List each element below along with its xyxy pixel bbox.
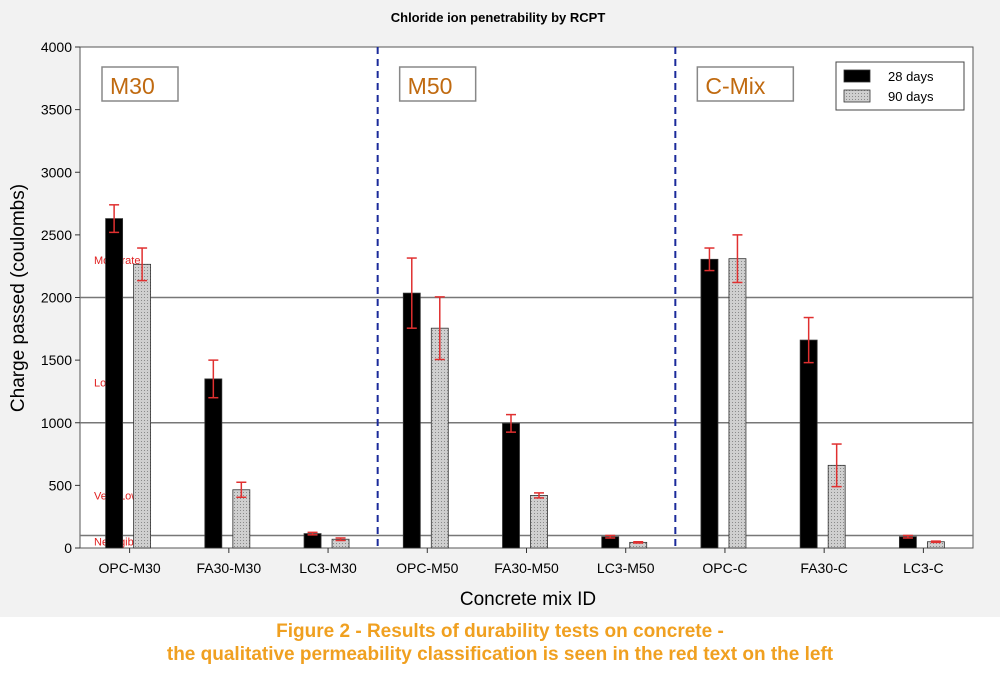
bar bbox=[204, 378, 223, 549]
x-tick-label: LC3-M30 bbox=[299, 560, 357, 576]
x-axis-label: Concrete mix ID bbox=[460, 589, 596, 610]
caption-line-2: the qualitative permeability classificat… bbox=[166, 644, 834, 665]
group-label: M30 bbox=[110, 73, 155, 99]
bar bbox=[430, 327, 449, 549]
x-tick-label: OPC-M30 bbox=[98, 560, 160, 576]
y-tick-label: 3000 bbox=[41, 164, 72, 180]
x-tick-label: OPC-C bbox=[702, 560, 747, 576]
y-tick-label: 2000 bbox=[41, 290, 72, 306]
legend-label: 90 days bbox=[888, 89, 934, 104]
x-tick-label: FA30-M30 bbox=[197, 560, 262, 576]
y-tick-label: 0 bbox=[64, 540, 72, 556]
x-tick-label: LC3-C bbox=[903, 560, 943, 576]
y-tick-label: 500 bbox=[49, 477, 73, 493]
y-tick-label: 2500 bbox=[41, 227, 72, 243]
group-label-box bbox=[101, 66, 179, 102]
x-tick-label: FA30-M50 bbox=[494, 560, 559, 576]
plot-area: 0 500 1000 1500 2000 2500 3000 3500 4000 M30 M50 C-… bbox=[41, 39, 974, 576]
legend-label: 28 days bbox=[888, 69, 934, 84]
bar bbox=[133, 263, 152, 549]
y-tick-label: 1500 bbox=[41, 352, 72, 368]
group-label-box bbox=[398, 66, 477, 102]
chart-title: Chloride ion penetrability by RCPT bbox=[391, 10, 606, 25]
bar bbox=[502, 422, 520, 549]
bar bbox=[303, 533, 322, 549]
bar bbox=[728, 258, 747, 549]
group-label: C-Mix bbox=[705, 73, 766, 99]
legend-swatch bbox=[843, 89, 871, 103]
caption-line-1: Figure 2 - Results of durability tests o… bbox=[276, 621, 724, 642]
y-tick-label: 3500 bbox=[41, 102, 72, 118]
bar bbox=[402, 292, 421, 549]
x-tick-label: OPC-M50 bbox=[396, 560, 458, 576]
bar bbox=[105, 218, 124, 549]
x-tick-label: FA30-C bbox=[800, 560, 847, 576]
bar bbox=[232, 489, 251, 549]
legend-swatch bbox=[843, 69, 871, 83]
bar bbox=[700, 258, 719, 549]
group-label-box bbox=[696, 66, 795, 102]
figure-caption: Figure 2 - Results of durability tests o… bbox=[0, 620, 1000, 666]
y-axis-label: Charge passed (coulombs) bbox=[8, 184, 29, 412]
bar bbox=[799, 339, 818, 549]
y-tick-label: 1000 bbox=[41, 415, 72, 431]
chart-frame: Chloride ion penetrability by RCPT Charg… bbox=[0, 0, 1000, 617]
chart: Chloride ion penetrability by RCPT Charg… bbox=[8, 10, 974, 610]
bar bbox=[530, 494, 548, 549]
group-label: M50 bbox=[408, 73, 453, 99]
x-tick-label: LC3-M50 bbox=[597, 560, 655, 576]
y-tick-label: 4000 bbox=[41, 39, 72, 55]
